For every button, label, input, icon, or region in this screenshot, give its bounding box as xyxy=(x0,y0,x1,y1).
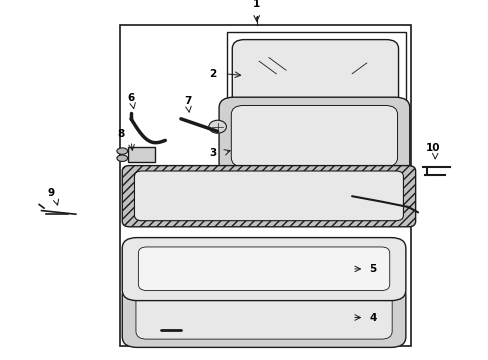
Bar xyxy=(227,32,405,169)
Text: 4: 4 xyxy=(368,312,376,323)
FancyBboxPatch shape xyxy=(138,247,389,291)
Ellipse shape xyxy=(117,155,127,161)
Text: 9: 9 xyxy=(48,188,55,198)
Text: 2: 2 xyxy=(209,69,216,79)
Ellipse shape xyxy=(117,148,127,154)
Circle shape xyxy=(208,120,226,133)
Text: 3: 3 xyxy=(209,148,216,158)
Text: 10: 10 xyxy=(425,143,439,153)
Bar xyxy=(128,147,155,162)
FancyBboxPatch shape xyxy=(134,171,403,221)
Text: 6: 6 xyxy=(127,93,134,103)
FancyBboxPatch shape xyxy=(136,292,391,339)
FancyBboxPatch shape xyxy=(219,97,409,175)
Text: 8: 8 xyxy=(118,129,124,139)
FancyBboxPatch shape xyxy=(122,166,415,227)
FancyBboxPatch shape xyxy=(122,284,405,347)
Text: 1: 1 xyxy=(253,0,260,9)
FancyBboxPatch shape xyxy=(122,238,405,301)
FancyBboxPatch shape xyxy=(232,40,398,113)
FancyBboxPatch shape xyxy=(231,105,397,167)
Text: 7: 7 xyxy=(184,96,192,106)
Bar xyxy=(120,25,410,346)
Text: 5: 5 xyxy=(368,264,376,274)
